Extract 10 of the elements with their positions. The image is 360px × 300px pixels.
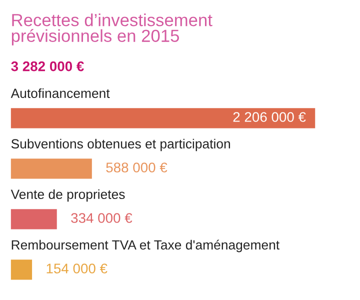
data-label: 2 206 000 € <box>233 112 306 122</box>
data-label: 588 000 € <box>106 162 168 172</box>
y-tick-label: Subventions obtenues et participation <box>11 138 230 152</box>
y-tick-label: Vente de proprietes <box>10 189 125 202</box>
data-label: 154 000 € <box>46 264 108 274</box>
y-tick-label: Autofinancement <box>10 88 110 98</box>
chart-title: Recettes d’investissement prévisionnels en 2015 <box>12 14 212 46</box>
data-label: 334 000 € <box>71 213 132 223</box>
chart-subtitle: 3 282 000 € <box>11 61 84 72</box>
y-tick-label: Remboursement TVA et Taxe d'aménagement <box>12 240 280 252</box>
